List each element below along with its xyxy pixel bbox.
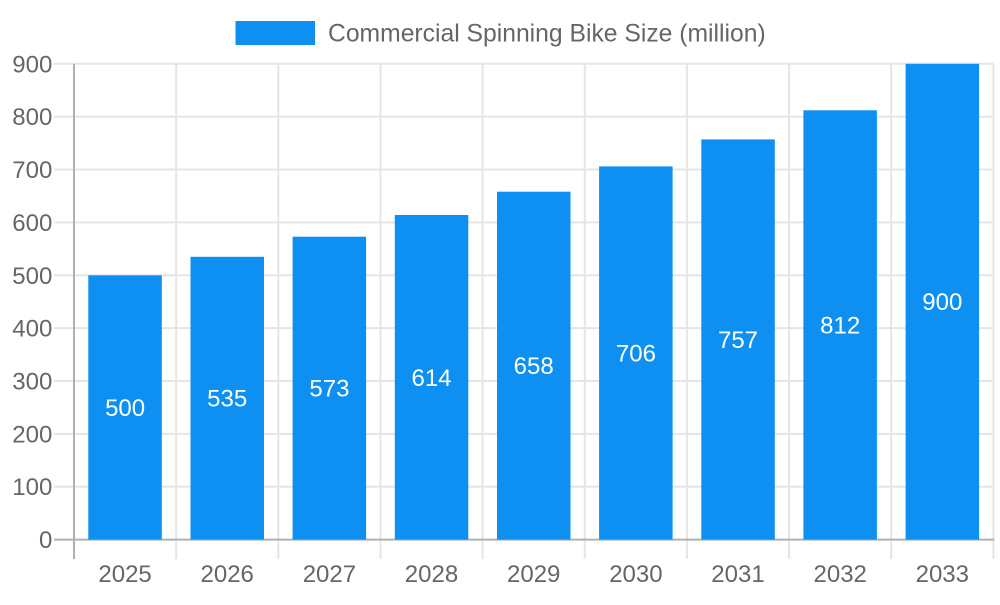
svg-text:100: 100 — [12, 474, 52, 501]
svg-text:2032: 2032 — [814, 561, 867, 588]
svg-text:2025: 2025 — [98, 561, 151, 588]
svg-text:Commercial Spinning Bike Size: Commercial Spinning Bike Size (million) — [328, 21, 766, 48]
svg-text:200: 200 — [12, 421, 52, 448]
svg-text:658: 658 — [514, 353, 554, 380]
svg-text:706: 706 — [616, 341, 656, 368]
svg-text:900: 900 — [12, 51, 52, 78]
svg-text:2028: 2028 — [405, 561, 458, 588]
svg-text:757: 757 — [718, 327, 758, 354]
svg-text:535: 535 — [207, 386, 247, 413]
svg-text:2031: 2031 — [711, 561, 764, 588]
svg-text:500: 500 — [12, 263, 52, 290]
svg-text:2029: 2029 — [507, 561, 560, 588]
svg-text:800: 800 — [12, 104, 52, 131]
svg-text:900: 900 — [922, 289, 962, 316]
svg-text:2026: 2026 — [201, 561, 254, 588]
svg-text:812: 812 — [820, 313, 860, 340]
svg-text:2033: 2033 — [916, 561, 969, 588]
svg-text:700: 700 — [12, 157, 52, 184]
svg-text:500: 500 — [105, 395, 145, 422]
svg-text:2030: 2030 — [609, 561, 662, 588]
svg-text:300: 300 — [12, 369, 52, 396]
svg-text:614: 614 — [411, 365, 451, 392]
svg-text:400: 400 — [12, 316, 52, 343]
svg-text:600: 600 — [12, 210, 52, 237]
svg-text:573: 573 — [309, 376, 349, 403]
svg-text:2027: 2027 — [303, 561, 356, 588]
svg-text:0: 0 — [39, 527, 52, 554]
